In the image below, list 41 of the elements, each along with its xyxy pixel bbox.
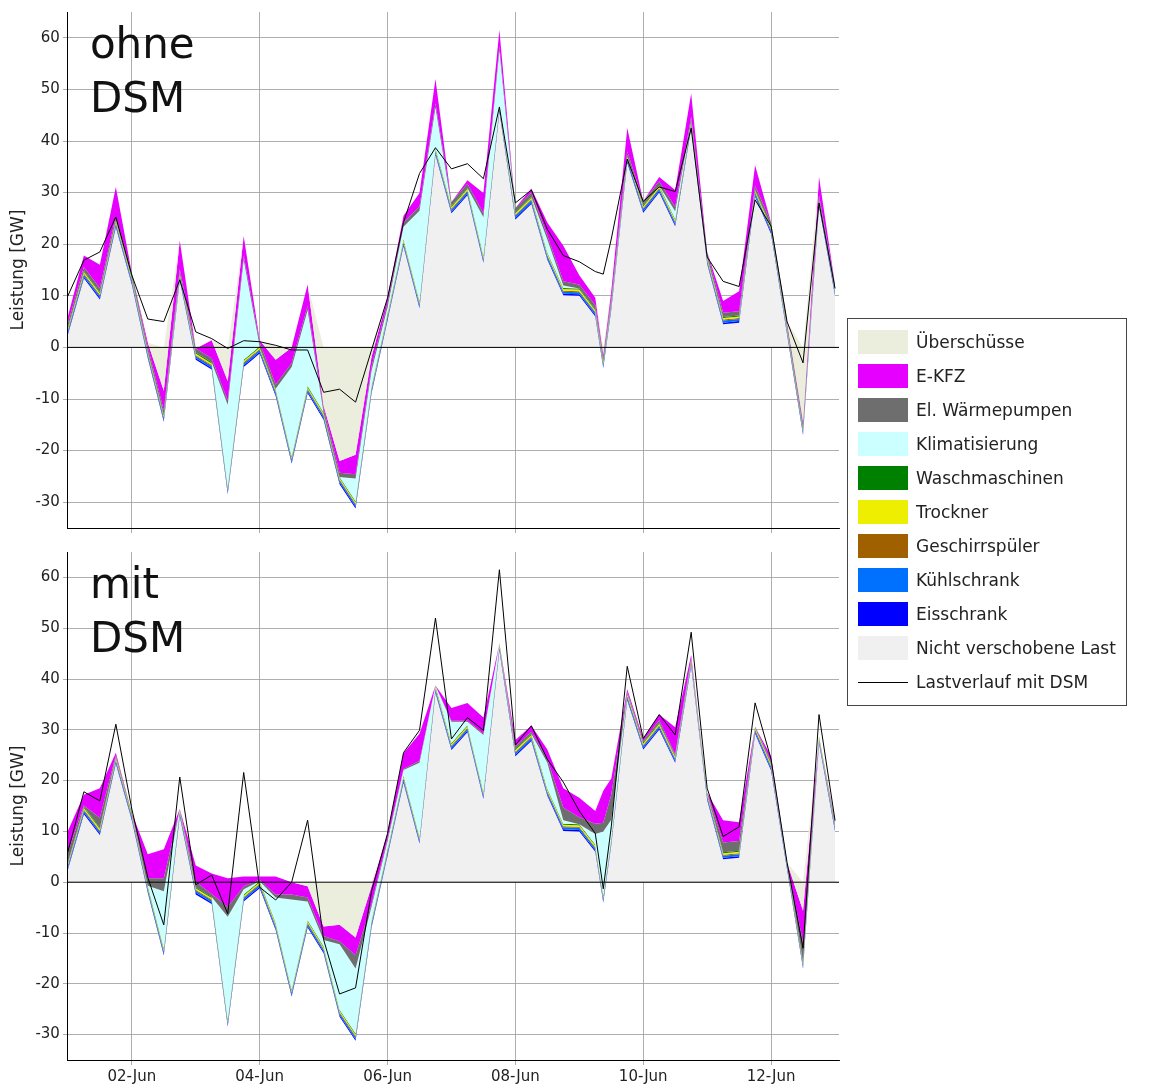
legend-label: Überschüsse (916, 332, 1025, 352)
y-tick-label: 40 (40, 668, 60, 687)
x-tick-label: 02-Jun (107, 1066, 157, 1085)
legend-label: Klimatisierung (916, 434, 1039, 454)
y-tick-label: 30 (40, 182, 60, 201)
y-tick-label: 50 (40, 618, 60, 637)
y-tick-label: 10 (40, 821, 60, 840)
text: mit DSM (89, 558, 186, 662)
x-tick-label: 06-Jun (363, 1066, 412, 1085)
legend-label: Trockner (916, 502, 989, 522)
y-tick-label: -20 (35, 440, 60, 459)
y-tick-label: 60 (40, 567, 60, 586)
legend-label: E-KFZ (916, 366, 966, 386)
y-tick-label: -30 (35, 1024, 60, 1043)
y-tick-label: 60 (40, 27, 60, 46)
y-tick-label: 10 (40, 285, 60, 304)
y-tick-label: 30 (40, 719, 60, 738)
y-tick-label: 0 (50, 872, 60, 891)
legend-label: Eisschrank (916, 604, 1008, 624)
x-tick-label: 08-Jun (490, 1066, 540, 1085)
y-tick-label: -10 (35, 922, 60, 941)
y-tick-label: 50 (40, 79, 60, 98)
y-tick-label: 20 (40, 770, 60, 789)
y-tick-label: 20 (40, 234, 60, 253)
legend-label: Lastverlauf mit DSM (916, 672, 1089, 692)
x-tick-label: 12-Jun (746, 1066, 796, 1085)
y-tick-label: -30 (35, 492, 60, 511)
y-tick-label: 0 (50, 337, 60, 356)
legend-label: Nicht verschobene Last (916, 638, 1116, 658)
y-axis-title: Leistung [GW] (6, 745, 27, 867)
legend-label: Geschirrspüler (916, 536, 1040, 556)
y-tick-label: -10 (35, 388, 60, 407)
x-tick-label: 10-Jun (618, 1066, 668, 1085)
legend-label: Waschmaschinen (916, 468, 1064, 488)
y-axis-title: Leistung [GW] (6, 209, 27, 331)
x-tick-label: 04-Jun (235, 1066, 285, 1085)
text: ohne DSM (89, 18, 195, 122)
legend-label: Kühlschrank (916, 570, 1020, 590)
y-tick-label: 40 (40, 130, 60, 149)
legend-label: El. Wärmepumpen (916, 400, 1073, 420)
y-tick-label: -20 (35, 973, 60, 992)
